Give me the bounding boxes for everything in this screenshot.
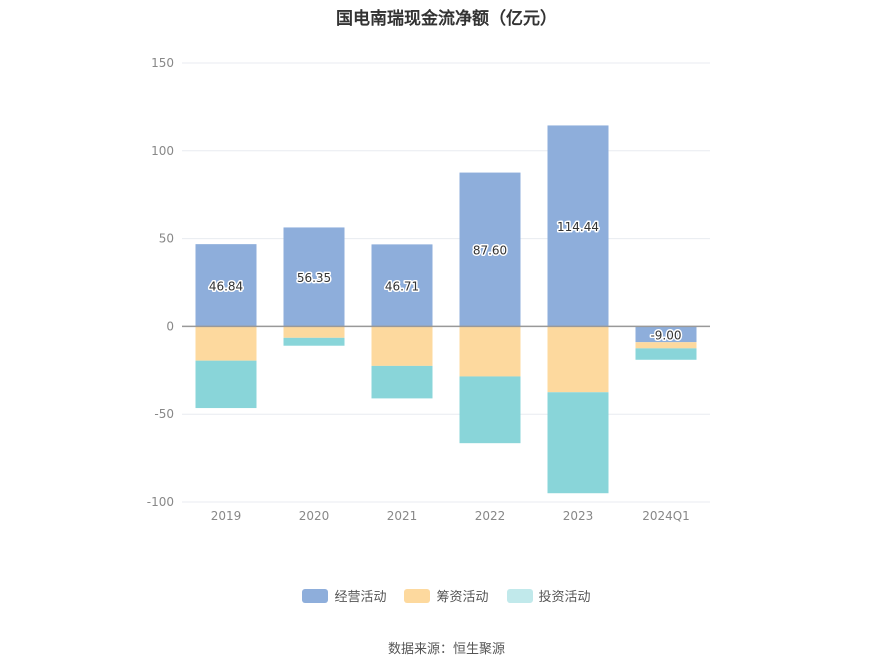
bar-2024Q1-s0 [635,326,697,343]
x-tick-label: 2024Q1 [642,509,690,523]
grid-lines [182,62,710,503]
bar-2019-s0 [195,244,257,327]
bar-2021-s2 [371,365,433,399]
bar-2021-s0 [371,244,433,327]
bars [195,125,697,494]
legend-item-operating[interactable]: 经营活动 [302,586,386,605]
x-tick-label: 2021 [387,509,418,523]
x-tick-label: 2019 [211,509,242,523]
data-label-2020: 56.35 [297,271,331,285]
bar-2023-s0 [547,125,609,327]
bar-2020-s0 [283,227,345,327]
legend-label-operating: 经营活动 [334,590,387,605]
bar-2022-s2 [459,376,521,444]
data-label-2019: 46.84 [209,279,243,293]
bar-2020-s2 [283,337,345,346]
bar-2023-s1 [547,326,609,393]
bar-2022-s1 [459,326,521,377]
x-tick-label: 2022 [475,509,506,523]
legend: 经营活动 筹资活动 投资活动 [0,586,893,605]
y-tick-label: 50 [159,232,174,246]
data-source: 数据来源：恒生聚源 [387,642,505,657]
bar-2019-s1 [195,326,257,361]
legend-label-financing: 筹资活动 [436,590,489,605]
legend-swatch-operating [302,588,329,603]
data-label-2022: 87.60 [473,243,507,257]
bar-2020-s1 [283,326,345,338]
data-label-2024Q1: -9.00 [650,328,681,342]
y-tick-label: -50 [154,407,174,421]
axes: 150 100 50 0 -50 -100 2019 2020 2021 2022 2023 2024… [147,56,710,523]
bar-2019-s2 [195,360,257,409]
y-tick-label: 0 [166,319,174,333]
legend-swatch-investing [506,588,533,603]
legend-swatch-financing [404,588,431,603]
y-tick-label: -100 [147,495,174,509]
legend-label-investing: 投资活动 [538,590,591,605]
data-label-2021: 46.71 [385,279,419,293]
x-tick-label: 2023 [563,509,594,523]
bar-2021-s1 [371,326,433,366]
bar-2024Q1-s2 [635,348,697,360]
bar-2024Q1-s1 [635,342,697,349]
chart-title: 国电南瑞现金流净额（亿元） [336,9,557,29]
data-labels: 46.84 56.35 46.71 87.60 114.44 -9.00 [207,218,683,343]
bar-2023-s2 [547,392,609,494]
y-tick-label: 150 [151,56,174,70]
legend-item-financing[interactable]: 筹资活动 [404,586,489,605]
bar-2022-s0 [459,172,521,327]
legend-item-investing[interactable]: 投资活动 [506,586,591,605]
data-label-2023: 114.44 [557,220,599,234]
y-tick-label: 100 [151,144,174,158]
x-tick-label: 2020 [299,509,330,523]
